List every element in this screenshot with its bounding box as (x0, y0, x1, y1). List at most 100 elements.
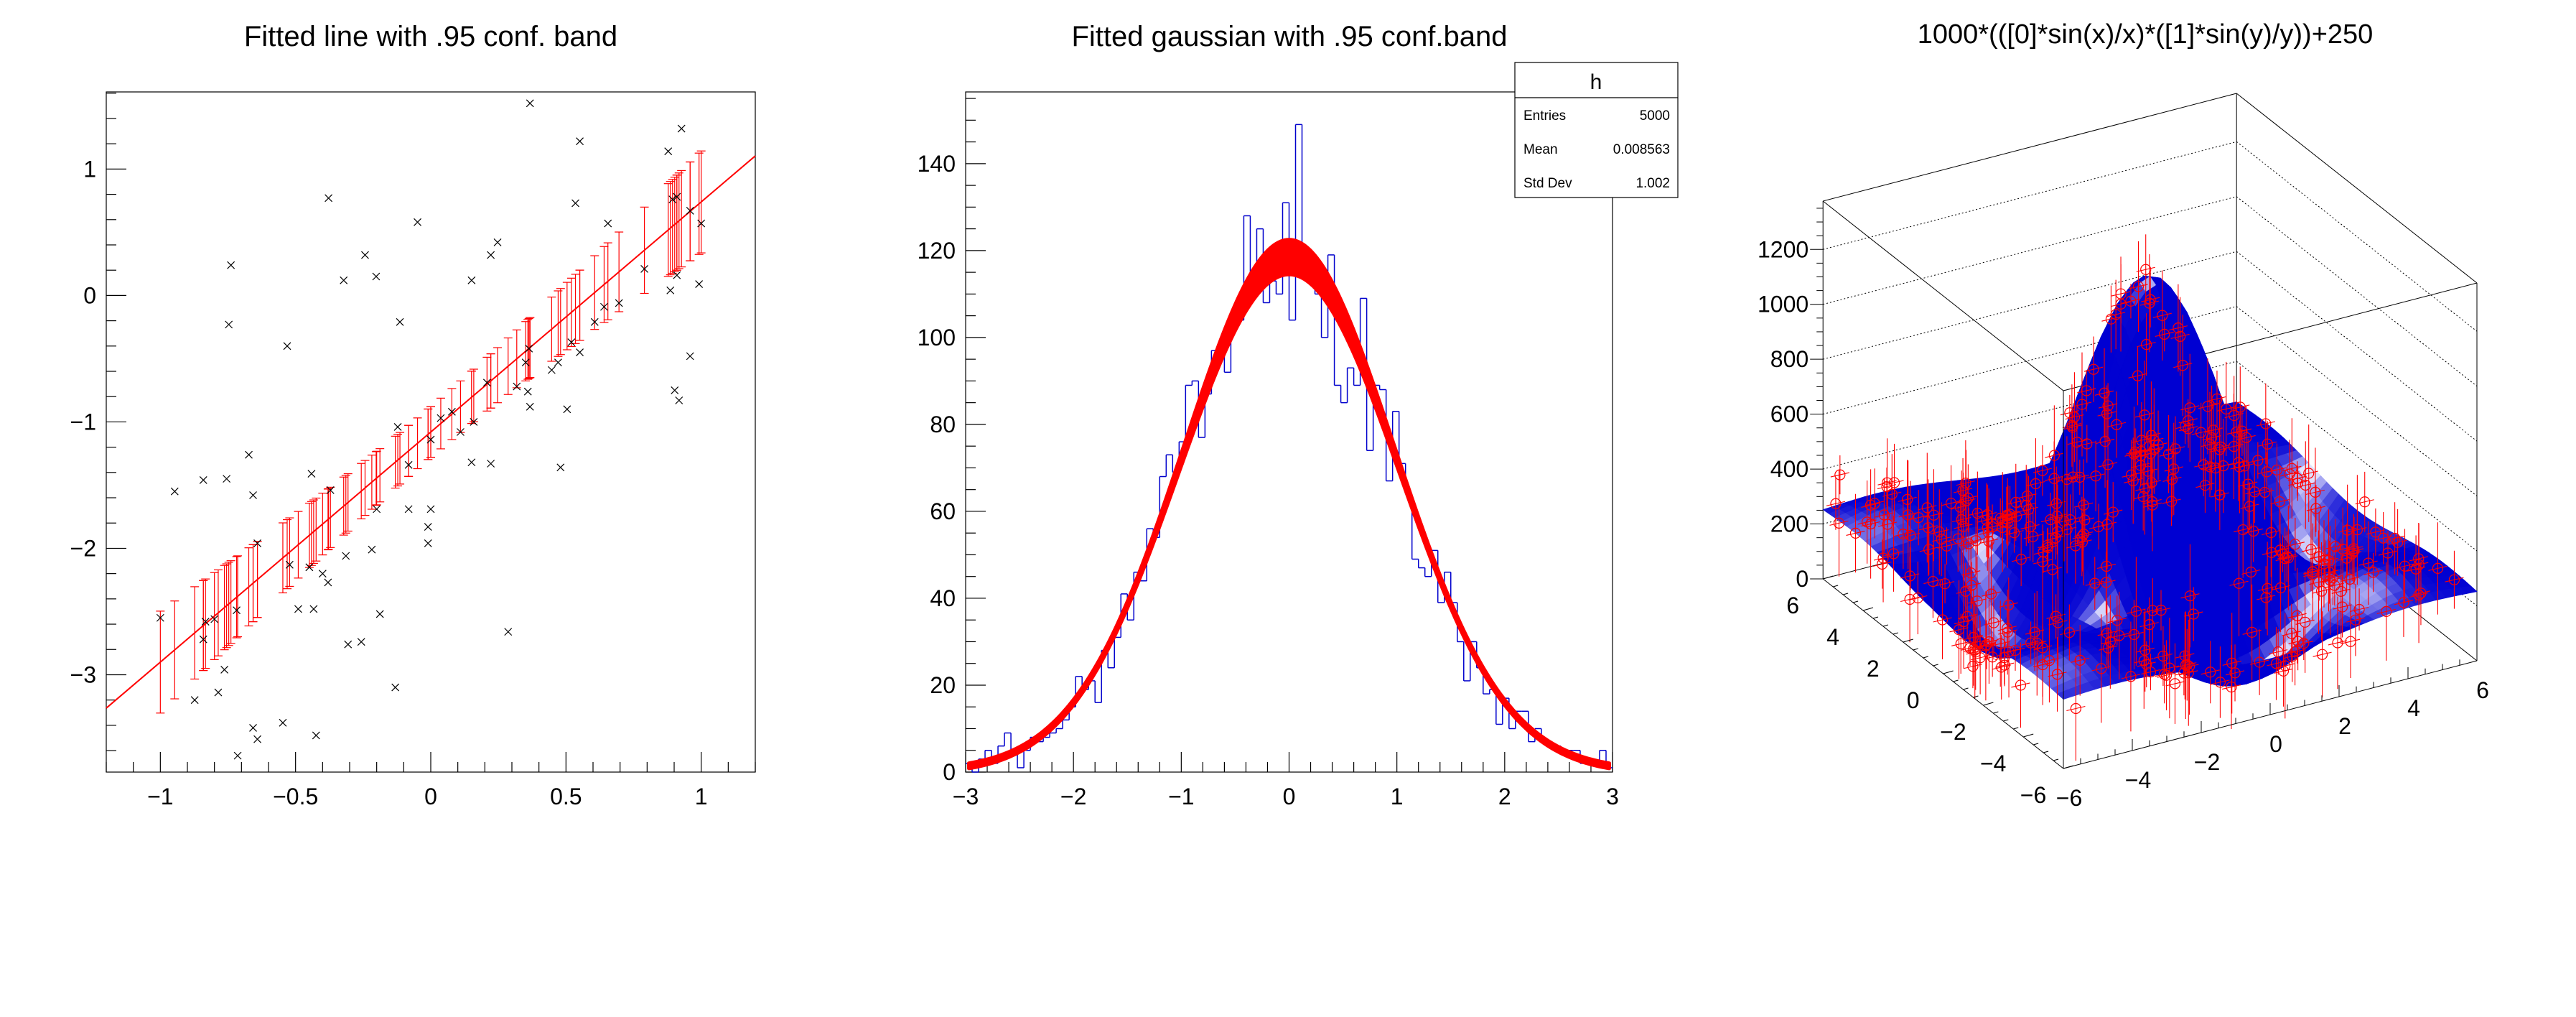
data-point-with-error (1930, 489, 1949, 575)
data-point-with-error (2142, 443, 2162, 522)
data-point-with-error (2320, 526, 2340, 635)
y-tick (1963, 687, 1969, 690)
data-point-with-error (2175, 612, 2195, 700)
data-point-with-error (2143, 578, 2162, 643)
data-point-with-error (2299, 424, 2318, 522)
data-point-with-error (2258, 542, 2277, 636)
data-point-with-error (2267, 627, 2286, 700)
data-point-with-error (2124, 599, 2144, 669)
grid-line (2236, 306, 2478, 497)
data-point-with-error (2168, 284, 2188, 372)
data-point-with-error (2101, 285, 2121, 353)
data-point-with-error (2111, 256, 2131, 352)
data-point-with-error (1951, 613, 1971, 674)
data-point-with-error (1900, 556, 1920, 643)
x-tick-label: 2 (1498, 784, 1511, 809)
data-point-with-error (1898, 460, 1917, 539)
data-point-marker (567, 338, 576, 346)
data-point-with-error (2366, 508, 2386, 556)
data-point-with-error (2121, 621, 2141, 732)
data-point-with-error (1997, 493, 2017, 545)
data-point-with-error (2165, 643, 2185, 725)
data-point-with-error (2076, 370, 2096, 412)
data-point-marker (426, 435, 435, 444)
grid-line (2236, 141, 2478, 332)
data-point-with-error (2201, 440, 2220, 494)
y-tick (1893, 632, 1898, 635)
data-point-marker (156, 613, 164, 622)
y-tick-label: 20 (930, 672, 956, 698)
data-point-with-error (2141, 271, 2160, 328)
y-tick (2043, 751, 2049, 753)
data-point-with-error (2428, 522, 2447, 615)
data-point-marker (170, 487, 179, 496)
data-point-marker (307, 470, 316, 478)
data-point-marker (671, 386, 679, 394)
data-point-with-error (2179, 619, 2198, 726)
data-point-with-error (2157, 640, 2176, 711)
data-point-marker (615, 299, 623, 307)
y-tick-label: 0 (1907, 687, 1920, 713)
z-tick-label: 800 (1770, 346, 1809, 372)
data-point-marker (340, 276, 348, 284)
data-point-marker (199, 635, 207, 644)
grid-line (1823, 196, 2237, 305)
x-tick-label: −2 (1060, 784, 1086, 809)
data-point-with-error (2202, 385, 2221, 491)
data-point-with-error (2216, 361, 2236, 457)
y-tick (1993, 711, 1999, 714)
data-point-marker (437, 414, 445, 422)
stats-label: Entries (1523, 108, 1566, 124)
data-point-marker (668, 195, 677, 204)
fit-line (106, 155, 756, 709)
data-point-with-error (2137, 313, 2156, 376)
data-point-marker (253, 539, 261, 547)
data-point-with-error (2128, 346, 2147, 406)
data-point-with-error (2273, 535, 2292, 572)
data-point-with-error (2134, 612, 2154, 709)
data-point-with-error (2395, 529, 2414, 604)
data-point-marker (547, 366, 556, 374)
data-point-with-error (2224, 394, 2244, 500)
x-tick-label: 6 (2476, 677, 2489, 703)
y-tick (1823, 575, 1834, 580)
y-tick-label: 120 (918, 238, 956, 264)
data-point-with-error (1956, 440, 1975, 526)
z-tick-label: 0 (1796, 566, 1809, 592)
data-point-with-error (2222, 613, 2241, 714)
data-point-with-error (2134, 361, 2155, 470)
data-point-with-error (1982, 541, 2001, 647)
box-edge (1822, 200, 2064, 391)
data-point-with-error (1966, 508, 1986, 573)
data-point-with-error (2094, 348, 2114, 438)
y-tick-label: 0 (83, 282, 96, 308)
data-point-with-error (1885, 443, 1904, 522)
data-point-with-error (2098, 409, 2118, 520)
y-tick (1933, 664, 1938, 667)
data-point-with-error (2325, 519, 2345, 574)
data-point-marker (283, 342, 291, 350)
data-point-with-error (2409, 547, 2429, 644)
data-point-marker (344, 640, 353, 649)
data-point-marker (677, 124, 686, 133)
data-point-marker (245, 450, 253, 459)
data-point-with-error (2285, 618, 2305, 686)
y-tick (2053, 758, 2059, 761)
data-point-with-error (2072, 352, 2092, 457)
data-point-with-error (1884, 515, 1903, 592)
data-point-with-error (2301, 507, 2321, 592)
data-point-marker (233, 606, 241, 615)
y-tick (1983, 702, 1994, 706)
data-point-with-error (2201, 641, 2220, 704)
data-point-marker (576, 348, 584, 357)
data-point-with-error (2096, 517, 2117, 616)
data-point-with-error (1977, 483, 1997, 557)
surface-patch (2056, 689, 2075, 700)
data-point-marker (220, 665, 229, 674)
data-point-with-error (2046, 594, 2066, 638)
data-point-marker (467, 276, 476, 284)
box-edge (2236, 93, 2478, 284)
stats-value: 5000 (1640, 108, 1670, 124)
data-point-with-error (2151, 590, 2171, 631)
stats-box: h Entries 5000 Mean 0.008563 Std Dev 1.002 (1514, 62, 1679, 198)
